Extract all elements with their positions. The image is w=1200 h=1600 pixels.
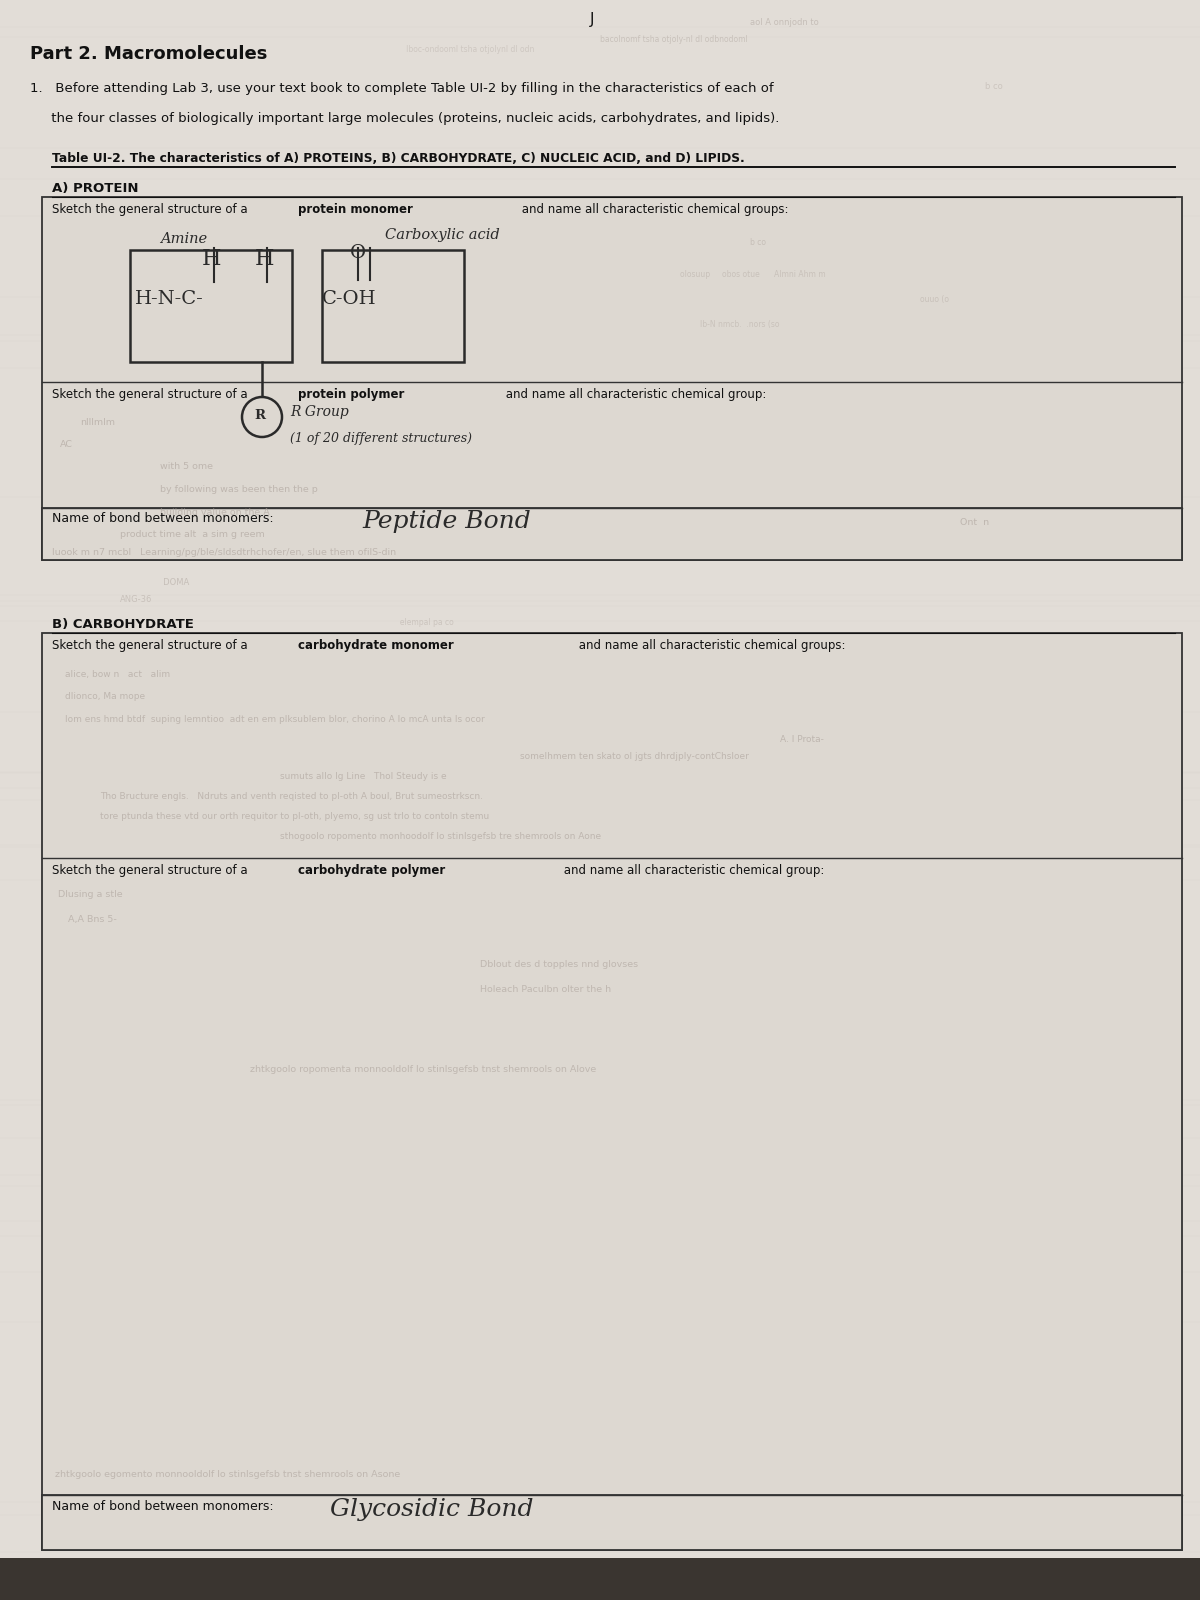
Text: the four classes of biologically important large molecules (proteins, nucleic ac: the four classes of biologically importa… xyxy=(30,112,779,125)
Text: Sketch the general structure of a: Sketch the general structure of a xyxy=(52,387,251,402)
Bar xyxy=(0,1558,1200,1600)
Bar xyxy=(42,197,1182,560)
Text: R: R xyxy=(254,410,265,422)
Text: Part 2. Macromolecules: Part 2. Macromolecules xyxy=(30,45,268,62)
Text: Sketch the general structure of a: Sketch the general structure of a xyxy=(52,638,251,653)
Text: somelhmem ten skato ol jgts dhrdjply-contChsloer: somelhmem ten skato ol jgts dhrdjply-con… xyxy=(520,752,749,762)
Text: elempal pa co: elempal pa co xyxy=(350,618,454,627)
Bar xyxy=(130,250,292,362)
Text: protein polymer: protein polymer xyxy=(298,387,404,402)
Text: Sketch the general structure of a: Sketch the general structure of a xyxy=(52,203,251,216)
Text: b co: b co xyxy=(750,238,766,246)
Text: zhtkgoolo egomento monnooldolf lo stinlsgefsb tnst shemrools on Asone: zhtkgoolo egomento monnooldolf lo stinls… xyxy=(55,1470,401,1478)
Text: lboc-ondooml tsha otjolynl dl odn: lboc-ondooml tsha otjolynl dl odn xyxy=(380,45,534,54)
Text: Sketch the general structure of a: Sketch the general structure of a xyxy=(52,864,251,877)
Text: and name all characteristic chemical groups:: and name all characteristic chemical gro… xyxy=(575,638,846,653)
Text: ouuo (o: ouuo (o xyxy=(920,294,949,304)
Text: Glycosidic Bond: Glycosidic Bond xyxy=(330,1498,534,1522)
Bar xyxy=(322,250,464,362)
Bar xyxy=(42,634,1182,1550)
Text: sthogoolo ropomento monhoodolf lo stinlsgefsb tre shemrools on Aone: sthogoolo ropomento monhoodolf lo stinls… xyxy=(280,832,601,842)
Text: carbohydrate monomer: carbohydrate monomer xyxy=(298,638,454,653)
Text: (1 of 20 different structures): (1 of 20 different structures) xyxy=(290,432,472,445)
Text: A. l Prota-: A. l Prota- xyxy=(780,734,824,744)
Text: H-N-C-: H-N-C- xyxy=(134,290,204,307)
Text: AC: AC xyxy=(60,440,73,450)
Bar xyxy=(42,1494,1182,1550)
Text: H: H xyxy=(202,248,222,270)
Text: Table UI-2. The characteristics of A) PROTEINS, B) CARBOHYDRATE, C) NUCLEIC ACID: Table UI-2. The characteristics of A) PR… xyxy=(52,152,745,165)
Text: O: O xyxy=(350,243,366,262)
Text: Iuook m n7 mcbl   Learning/pg/ble/sldsdtrhchofer/en, slue them ofilS-din: Iuook m n7 mcbl Learning/pg/ble/sldsdtrh… xyxy=(52,547,396,557)
Text: protein monomer: protein monomer xyxy=(298,203,413,216)
Text: olosuup     obos otue      Almni Ahm m: olosuup obos otue Almni Ahm m xyxy=(680,270,826,278)
Text: Ont  n: Ont n xyxy=(960,518,989,526)
Text: ANG-36: ANG-36 xyxy=(120,595,152,603)
Bar xyxy=(42,509,1182,560)
Text: Holeach Paculbn olter the h: Holeach Paculbn olter the h xyxy=(480,986,611,994)
Text: by following was been then the p: by following was been then the p xyxy=(160,485,318,494)
Text: aol A onnjodn to: aol A onnjodn to xyxy=(750,18,818,27)
Text: 1.   Before attending Lab 3, use your text book to complete Table UI-2 by fillin: 1. Before attending Lab 3, use your text… xyxy=(30,82,774,94)
Text: carbohydrate polymer: carbohydrate polymer xyxy=(298,864,445,877)
Text: R Group: R Group xyxy=(290,405,349,419)
Text: Dlusing a stle: Dlusing a stle xyxy=(58,890,122,899)
Text: nlllmlm: nlllmlm xyxy=(80,418,115,427)
Text: DOMA: DOMA xyxy=(150,578,190,587)
Text: and name all characteristic chemical group:: and name all characteristic chemical gro… xyxy=(560,864,824,877)
Text: building value on the A: building value on the A xyxy=(160,509,270,517)
Text: with 5 ome: with 5 ome xyxy=(160,462,214,470)
Text: H: H xyxy=(254,248,275,270)
Text: Name of bond between monomers:: Name of bond between monomers: xyxy=(52,1501,274,1514)
Text: Name of bond between monomers:: Name of bond between monomers: xyxy=(52,512,274,525)
Text: zhtkgoolo ropomenta monnooldolf lo stinlsgefsb tnst shemrools on Alove: zhtkgoolo ropomenta monnooldolf lo stinl… xyxy=(250,1066,596,1074)
Text: sumuts allo lg Line   Thol Steudy is e: sumuts allo lg Line Thol Steudy is e xyxy=(280,773,446,781)
Text: Peptide Bond: Peptide Bond xyxy=(362,510,530,533)
Text: A,A Bns 5-: A,A Bns 5- xyxy=(68,915,116,925)
Text: Carboxylic acid: Carboxylic acid xyxy=(385,227,499,242)
Text: bacolnomf tsha otjoly-nl dl odbnodoml: bacolnomf tsha otjoly-nl dl odbnodoml xyxy=(600,35,748,43)
Text: J: J xyxy=(590,11,594,27)
Text: and name all characteristic chemical group:: and name all characteristic chemical gro… xyxy=(502,387,767,402)
Text: b co: b co xyxy=(985,82,1003,91)
Text: Amine: Amine xyxy=(160,232,208,246)
Text: lom ens hmd btdf  suping lemntioo  adt en em plksublem blor, chorino A lo mcA un: lom ens hmd btdf suping lemntioo adt en … xyxy=(65,715,485,723)
Text: alice, bow n   act   alim: alice, bow n act alim xyxy=(65,670,170,678)
Text: Ib-N nmcb.  .nors (so: Ib-N nmcb. .nors (so xyxy=(700,320,780,330)
Text: A) PROTEIN: A) PROTEIN xyxy=(52,182,138,195)
Text: product time alt  a sim g reem: product time alt a sim g reem xyxy=(120,530,265,539)
Text: tore ptunda these vtd our orth requitor to pl-oth, plyemo, sg ust trlo to contol: tore ptunda these vtd our orth requitor … xyxy=(100,813,490,821)
Text: dlionco, Ma mope: dlionco, Ma mope xyxy=(65,691,145,701)
Text: and name all characteristic chemical groups:: and name all characteristic chemical gro… xyxy=(518,203,788,216)
Text: C-OH: C-OH xyxy=(322,290,377,307)
Text: Dblout des d topples nnd glovses: Dblout des d topples nnd glovses xyxy=(480,960,638,970)
Text: B) CARBOHYDRATE: B) CARBOHYDRATE xyxy=(52,618,194,630)
Text: Tho Bructure engls.   Ndruts and venth reqisted to pl-oth A boul, Brut sumeostrk: Tho Bructure engls. Ndruts and venth req… xyxy=(100,792,482,802)
